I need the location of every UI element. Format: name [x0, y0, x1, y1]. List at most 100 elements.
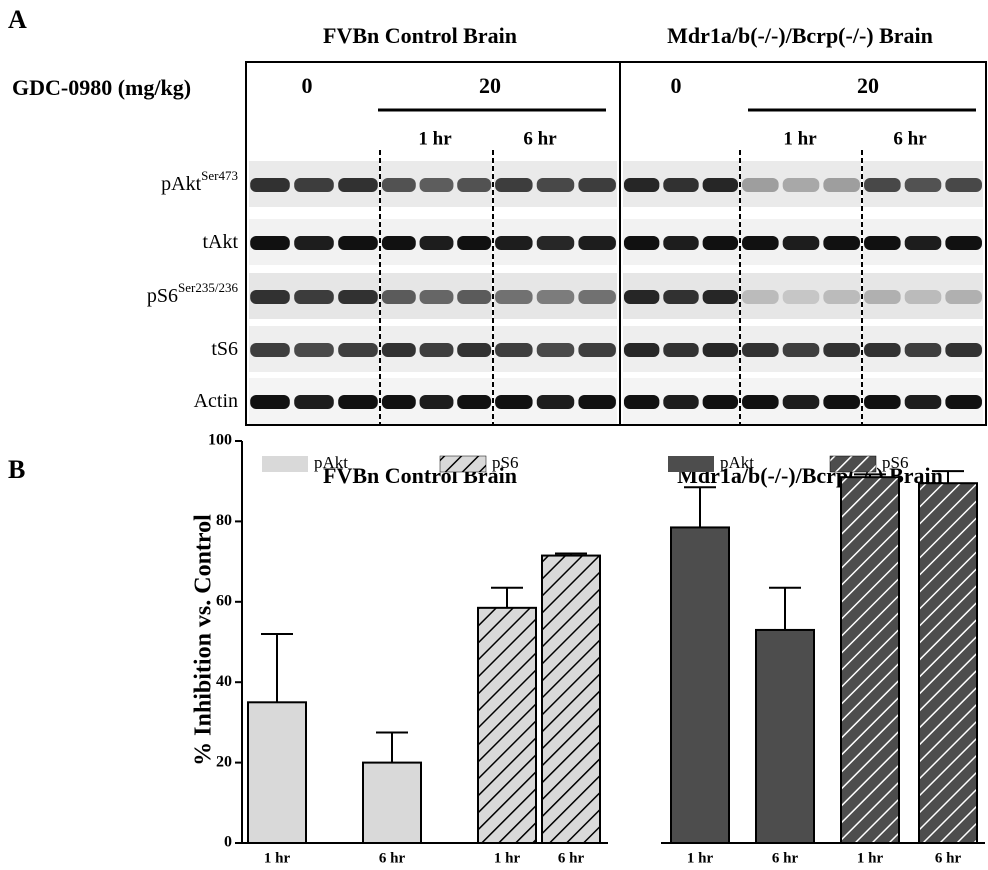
chart-title: FVBn Control Brain — [323, 463, 517, 488]
blot-band — [703, 178, 738, 192]
legend-swatch — [830, 456, 876, 472]
blot-band — [864, 178, 901, 192]
blot-band — [338, 395, 378, 409]
x-tick-label: 6 hr — [772, 850, 799, 866]
x-tick-label: 1 hr — [857, 850, 884, 866]
blot-band — [250, 395, 290, 409]
blot-band — [537, 343, 575, 357]
blot-band — [945, 395, 982, 409]
bar — [478, 608, 536, 843]
time-label: 1 hr — [418, 128, 452, 149]
figure: A B FVBn Control Brain Mdr1a/b(-/-)/Bcrp(… — [0, 0, 988, 870]
bar — [756, 630, 814, 843]
blot-band — [578, 236, 616, 250]
blot-band — [250, 290, 290, 304]
panel-label: B — [8, 455, 25, 484]
blot-band — [338, 343, 378, 357]
bar — [363, 763, 421, 843]
blot-band — [457, 290, 491, 304]
blot-band — [338, 290, 378, 304]
blot-band — [742, 395, 779, 409]
blot-band — [905, 395, 942, 409]
blot-band — [864, 343, 901, 357]
blot-band — [905, 343, 942, 357]
bar — [542, 556, 600, 843]
panel-label: A — [8, 5, 27, 34]
group-title: Mdr1a/b(-/-)/Bcrp(-/-) Brain — [667, 23, 933, 48]
time-label: 6 hr — [523, 128, 557, 149]
time-label: 6 hr — [893, 128, 927, 149]
y-tick-label: 80 — [216, 512, 232, 529]
bar — [671, 527, 729, 843]
protein-sup: Ser473 — [201, 168, 238, 183]
blot-band — [294, 290, 334, 304]
blot-band — [250, 236, 290, 250]
blot-band — [823, 178, 860, 192]
y-tick-label: 0 — [224, 834, 232, 851]
blot-band — [382, 395, 416, 409]
blot-band — [945, 236, 982, 250]
protein-label: tS6 — [211, 338, 238, 360]
x-tick-label: 6 hr — [379, 850, 406, 866]
dose: 20 — [479, 73, 501, 98]
blot-band — [864, 290, 901, 304]
blot-band — [663, 395, 698, 409]
protein-name: Actin — [194, 390, 238, 412]
protein-label: Actin — [194, 390, 238, 412]
blot-band — [823, 290, 860, 304]
blot-band — [742, 290, 779, 304]
blot-band — [382, 236, 416, 250]
blot-band — [578, 343, 616, 357]
blot-band — [420, 236, 454, 250]
dose: 20 — [857, 73, 879, 98]
blot-band — [420, 290, 454, 304]
blot-band — [742, 343, 779, 357]
x-tick-label: 1 hr — [264, 850, 291, 866]
blot-band — [864, 395, 901, 409]
protein-sup: Ser235/236 — [178, 280, 238, 295]
legend-label: pS6 — [882, 453, 908, 472]
blot-band — [338, 178, 378, 192]
blot-band — [250, 343, 290, 357]
time-label: 1 hr — [783, 128, 817, 149]
blot-band — [495, 178, 533, 192]
blot-band — [663, 236, 698, 250]
blot-band — [783, 178, 820, 192]
legend-label: pAkt — [720, 453, 754, 472]
blot-band — [537, 178, 575, 192]
dose: 0 — [671, 73, 682, 98]
blot-band — [663, 178, 698, 192]
blot-band — [624, 236, 659, 250]
dose: 0 — [302, 73, 313, 98]
blot-band — [382, 178, 416, 192]
blot-band — [823, 343, 860, 357]
blot-band — [382, 343, 416, 357]
blot-band — [624, 395, 659, 409]
blot-band — [495, 343, 533, 357]
blot-band — [457, 343, 491, 357]
blot-band — [945, 343, 982, 357]
x-tick-label: 6 hr — [935, 850, 962, 866]
blot-band — [578, 178, 616, 192]
bar — [841, 477, 899, 843]
bar — [919, 483, 977, 843]
blot-band — [495, 395, 533, 409]
y-tick-label: 100 — [208, 432, 232, 449]
blot-band — [624, 343, 659, 357]
legend-label: pAkt — [314, 453, 348, 472]
protein-label: pS6Ser235/236 — [147, 280, 239, 307]
protein-name: tS6 — [211, 338, 238, 360]
y-tick-label: 20 — [216, 753, 232, 770]
blot-band — [823, 395, 860, 409]
blot-band — [905, 290, 942, 304]
blot-band — [783, 290, 820, 304]
blot-band — [663, 290, 698, 304]
protein-label: tAkt — [202, 231, 238, 253]
blot-band — [663, 343, 698, 357]
blot-band — [495, 236, 533, 250]
blot-band — [294, 236, 334, 250]
y-axis-label: % Inhibition vs. Control — [191, 514, 217, 766]
y-tick-label: 60 — [216, 592, 232, 609]
blot-band — [703, 290, 738, 304]
blot-band — [864, 236, 901, 250]
